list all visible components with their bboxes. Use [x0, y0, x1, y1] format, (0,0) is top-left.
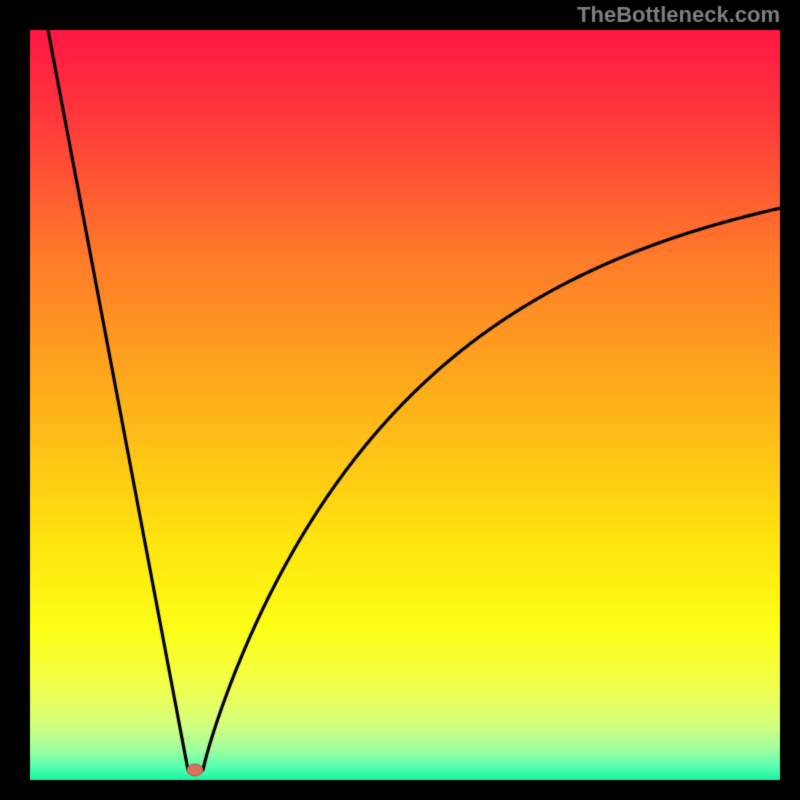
bottleneck-chart	[0, 0, 800, 800]
